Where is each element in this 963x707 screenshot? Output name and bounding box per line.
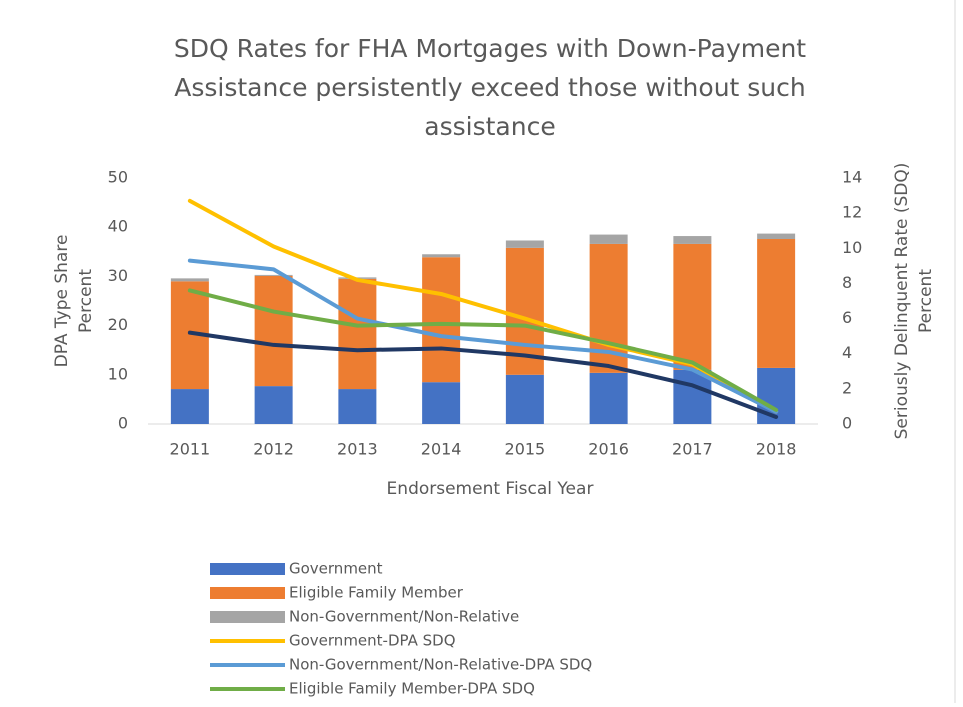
legend-label: Government bbox=[289, 560, 383, 578]
bar-segment bbox=[338, 389, 377, 424]
y2-tick-label: 12 bbox=[842, 203, 862, 222]
bar-segment bbox=[589, 372, 628, 424]
y-tick-label: 30 bbox=[108, 266, 128, 285]
y-tick-label: 0 bbox=[118, 414, 128, 433]
bar-segment bbox=[422, 382, 461, 424]
line-series bbox=[187, 258, 779, 414]
x-axis-title: Endorsement Fiscal Year bbox=[387, 479, 594, 499]
legend-swatch bbox=[210, 611, 285, 623]
x-tick-label: 2018 bbox=[756, 440, 797, 459]
y-tick-label: 40 bbox=[108, 217, 128, 236]
line-series bbox=[187, 288, 779, 412]
bar-segment bbox=[673, 369, 712, 424]
bar-segment bbox=[757, 239, 796, 368]
y2-axis-title: Seriously Delinquent Rate (SDQ) bbox=[892, 163, 912, 440]
bar-segment bbox=[170, 278, 209, 282]
legend-swatch bbox=[210, 587, 285, 599]
y-tick-label: 10 bbox=[108, 364, 128, 383]
legend-label: Eligible Family Member bbox=[289, 584, 464, 602]
bar-segment bbox=[505, 374, 544, 424]
bar-segment bbox=[673, 243, 712, 370]
chart-title: Assistance persistently exceed those wit… bbox=[174, 73, 806, 102]
legend-label: Non-Government/Non-Relative bbox=[289, 608, 519, 626]
bar-segment bbox=[757, 233, 796, 240]
y2-tick-label: 10 bbox=[842, 238, 862, 257]
chart-title: SDQ Rates for FHA Mortgages with Down-Pa… bbox=[174, 34, 806, 63]
y2-axis-title: Percent bbox=[916, 269, 936, 333]
bar-segment bbox=[757, 367, 796, 424]
bar-segment bbox=[422, 257, 461, 383]
y-axis-title: DPA Type Share bbox=[52, 235, 72, 368]
bar-segment bbox=[338, 278, 377, 390]
y-axis-title: Percent bbox=[76, 269, 96, 333]
bar-segment bbox=[673, 236, 712, 244]
legend-label: Eligible Family Member-DPA SDQ bbox=[289, 680, 535, 698]
y2-tick-label: 8 bbox=[842, 273, 852, 292]
y2-tick-label: 14 bbox=[842, 168, 862, 187]
y2-tick-label: 4 bbox=[842, 343, 852, 362]
bar-segment bbox=[254, 274, 293, 276]
x-tick-label: 2011 bbox=[170, 440, 211, 459]
bar-segment bbox=[170, 389, 209, 424]
x-tick-label: 2012 bbox=[253, 440, 294, 459]
bar-segment bbox=[254, 275, 293, 387]
x-tick-label: 2016 bbox=[588, 440, 629, 459]
bar-segment bbox=[589, 234, 628, 244]
x-tick-label: 2013 bbox=[337, 440, 378, 459]
legend-label: Government-DPA SDQ bbox=[289, 632, 456, 650]
legend-label: Non-Government/Non-Relative-DPA SDQ bbox=[289, 656, 592, 674]
x-tick-label: 2014 bbox=[421, 440, 462, 459]
y-tick-label: 50 bbox=[108, 168, 128, 187]
y2-tick-label: 6 bbox=[842, 308, 852, 327]
y2-tick-label: 2 bbox=[842, 378, 852, 397]
bar-segment bbox=[505, 240, 544, 248]
y-tick-label: 20 bbox=[108, 315, 128, 334]
legend-swatch bbox=[210, 563, 285, 575]
x-tick-label: 2015 bbox=[505, 440, 546, 459]
line-series bbox=[187, 330, 779, 419]
chart-title: assistance bbox=[424, 112, 555, 141]
x-tick-label: 2017 bbox=[672, 440, 713, 459]
bar-segment bbox=[254, 386, 293, 424]
bar-segment bbox=[422, 254, 461, 258]
y2-tick-label: 0 bbox=[842, 414, 852, 433]
